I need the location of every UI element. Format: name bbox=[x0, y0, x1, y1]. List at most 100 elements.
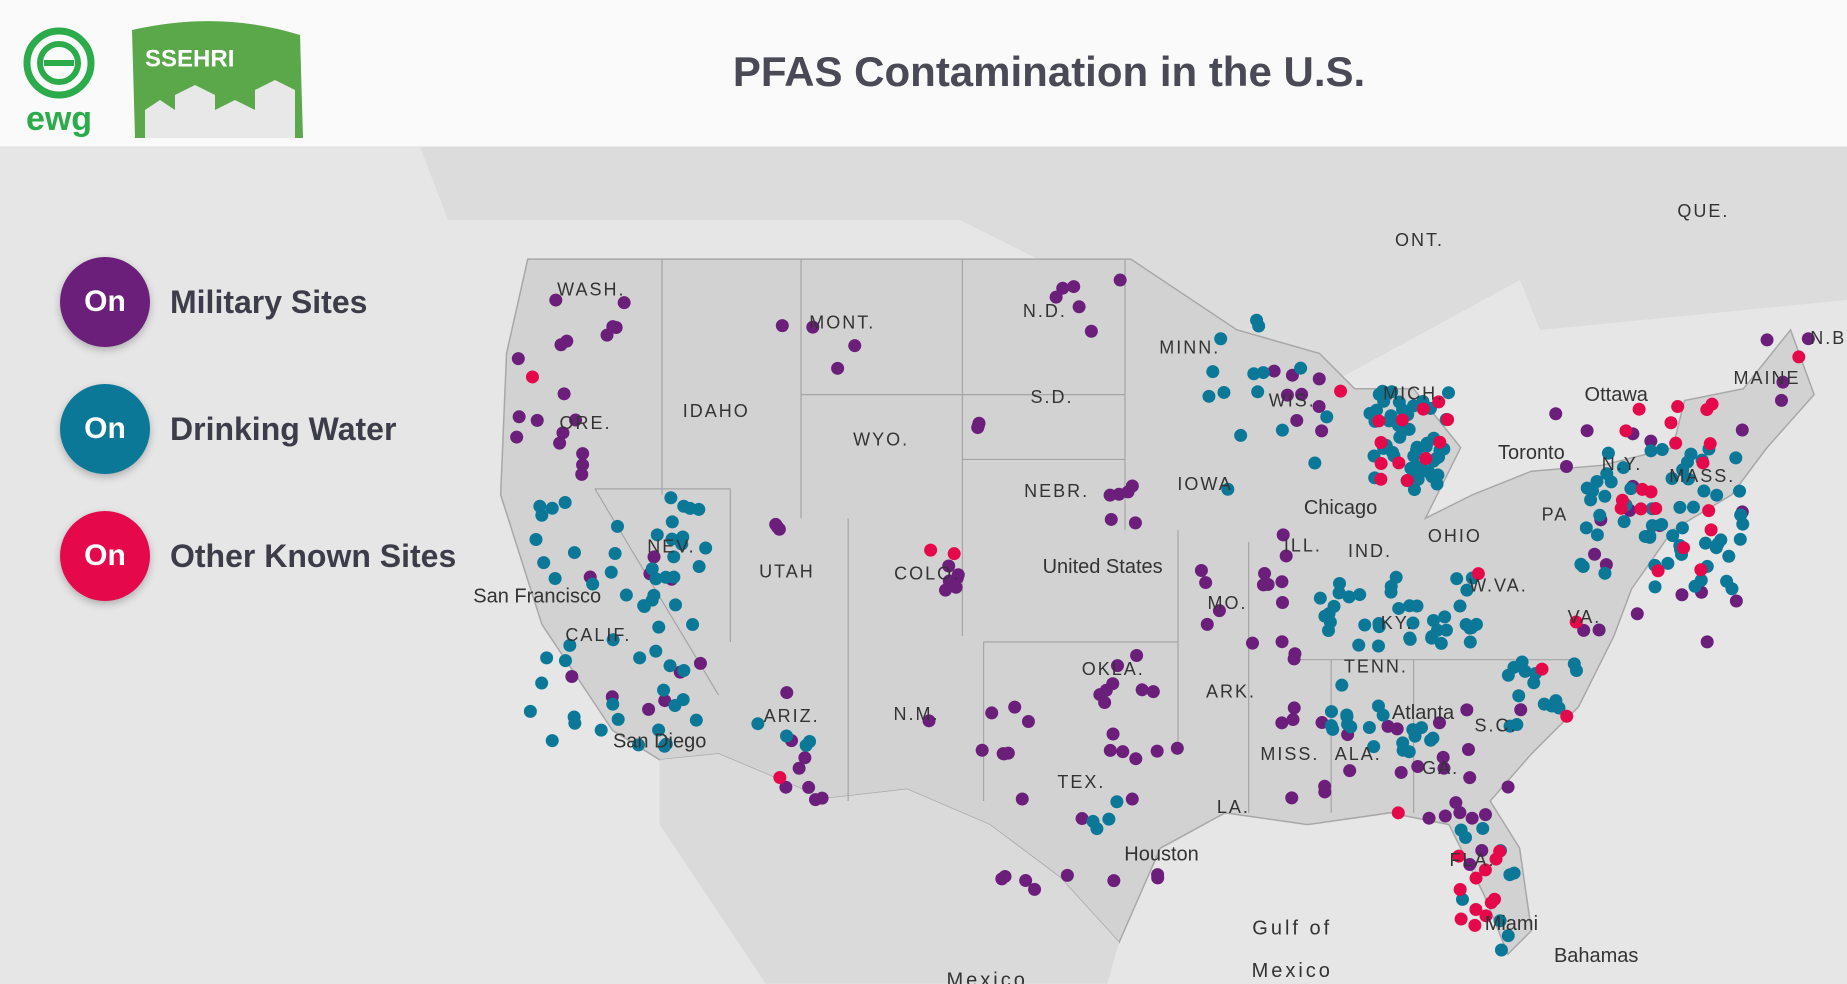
site-dot bbox=[1461, 742, 1475, 756]
region-label: MO. bbox=[1207, 593, 1247, 613]
site-dot bbox=[1420, 436, 1434, 450]
site-dot bbox=[1312, 399, 1326, 413]
site-dot bbox=[1234, 428, 1248, 442]
site-dot bbox=[525, 370, 539, 384]
site-dot bbox=[1733, 484, 1747, 498]
site-dot bbox=[1150, 744, 1164, 758]
site-dot bbox=[1285, 791, 1299, 805]
site-dot bbox=[1700, 403, 1714, 417]
site-dot bbox=[780, 686, 794, 700]
site-dot bbox=[576, 447, 590, 461]
region-label: MONT. bbox=[809, 313, 875, 333]
site-dot bbox=[1478, 808, 1492, 822]
region-label: ORE. bbox=[559, 413, 611, 433]
toggle-button[interactable]: On bbox=[60, 384, 150, 474]
site-dot bbox=[1453, 599, 1467, 613]
site-dot bbox=[512, 410, 526, 424]
logo-ring bbox=[23, 27, 95, 99]
site-dot bbox=[1475, 844, 1489, 858]
site-dot bbox=[1774, 393, 1788, 407]
region-label: TENN. bbox=[1344, 657, 1408, 677]
region-label: MAINE bbox=[1733, 368, 1800, 388]
site-dot bbox=[557, 387, 571, 401]
region-label: MICH. bbox=[1383, 383, 1444, 403]
site-dot bbox=[1256, 578, 1270, 592]
site-dot bbox=[1736, 517, 1750, 531]
site-dot bbox=[652, 620, 666, 634]
site-dot bbox=[575, 467, 589, 481]
site-dot bbox=[924, 543, 938, 557]
site-dot bbox=[947, 547, 961, 561]
site-dot bbox=[1396, 403, 1410, 417]
site-dot bbox=[1535, 662, 1549, 676]
site-dot bbox=[1680, 455, 1694, 469]
region-label: N.B. bbox=[1810, 328, 1847, 348]
site-dot bbox=[1463, 771, 1477, 785]
site-dot bbox=[1460, 703, 1474, 717]
logo-text: ewg bbox=[26, 100, 92, 138]
region-label: COLO. bbox=[894, 564, 960, 584]
site-dot bbox=[647, 588, 661, 602]
site-dot bbox=[633, 651, 647, 665]
legend-item[interactable]: On Other Known Sites bbox=[60, 511, 456, 601]
site-dot bbox=[1090, 822, 1104, 836]
site-dot bbox=[1125, 792, 1139, 806]
site-dot bbox=[1577, 623, 1591, 637]
site-dot bbox=[1251, 385, 1265, 399]
site-dot bbox=[1645, 519, 1659, 533]
site-dot bbox=[1275, 596, 1289, 610]
legend-item[interactable]: On Military Sites bbox=[60, 257, 367, 347]
site-dot bbox=[686, 618, 700, 632]
site-dot bbox=[1635, 482, 1649, 496]
site-dot bbox=[1588, 547, 1602, 561]
site-dot bbox=[1245, 636, 1259, 650]
site-dot bbox=[1367, 740, 1381, 754]
site-dot bbox=[1666, 529, 1680, 543]
site-dot bbox=[1391, 806, 1405, 820]
site-dot bbox=[1651, 564, 1665, 578]
site-dot bbox=[1374, 472, 1388, 486]
site-dot bbox=[1434, 636, 1448, 650]
site-dot bbox=[606, 633, 620, 647]
site-dot bbox=[1411, 759, 1425, 773]
site-dot bbox=[1214, 332, 1228, 346]
toggle-button[interactable]: On bbox=[60, 511, 150, 601]
site-dot bbox=[567, 546, 581, 560]
legend-item[interactable]: On Drinking Water bbox=[60, 384, 396, 474]
site-dot bbox=[1393, 430, 1407, 444]
site-dot bbox=[1675, 521, 1689, 535]
site-dot bbox=[1392, 601, 1406, 615]
site-dot bbox=[1433, 435, 1447, 449]
site-dot bbox=[1449, 796, 1463, 810]
site-dot bbox=[751, 717, 765, 731]
site-dot bbox=[1394, 765, 1408, 779]
region-label: FLA. bbox=[1449, 850, 1495, 870]
site-dot bbox=[1099, 683, 1113, 697]
toggle-button[interactable]: On bbox=[60, 257, 150, 347]
site-dot bbox=[1600, 467, 1614, 481]
site-dot bbox=[1453, 882, 1467, 896]
site-dot bbox=[1407, 483, 1421, 497]
site-dot bbox=[1598, 566, 1612, 580]
site-dot bbox=[1537, 697, 1551, 711]
site-dot bbox=[1320, 410, 1334, 424]
site-dot bbox=[1574, 557, 1588, 571]
site-dot bbox=[637, 599, 651, 613]
city-label: Chicago bbox=[1304, 497, 1377, 519]
site-dot bbox=[549, 293, 563, 307]
site-dot bbox=[1275, 716, 1289, 730]
region-label: WYO. bbox=[853, 429, 909, 449]
site-dot bbox=[1463, 635, 1477, 649]
site-dot bbox=[1275, 635, 1289, 649]
site-dot bbox=[1110, 659, 1124, 673]
site-dot bbox=[1256, 366, 1270, 380]
site-dot bbox=[1436, 750, 1450, 764]
site-dot bbox=[1072, 300, 1086, 314]
site-dot bbox=[1267, 364, 1281, 378]
site-dot bbox=[1312, 372, 1326, 386]
site-dot bbox=[631, 738, 645, 752]
region-label: WASH. bbox=[557, 280, 625, 300]
site-dot bbox=[1709, 541, 1723, 555]
site-dot bbox=[545, 501, 559, 515]
site-dot bbox=[1403, 631, 1417, 645]
